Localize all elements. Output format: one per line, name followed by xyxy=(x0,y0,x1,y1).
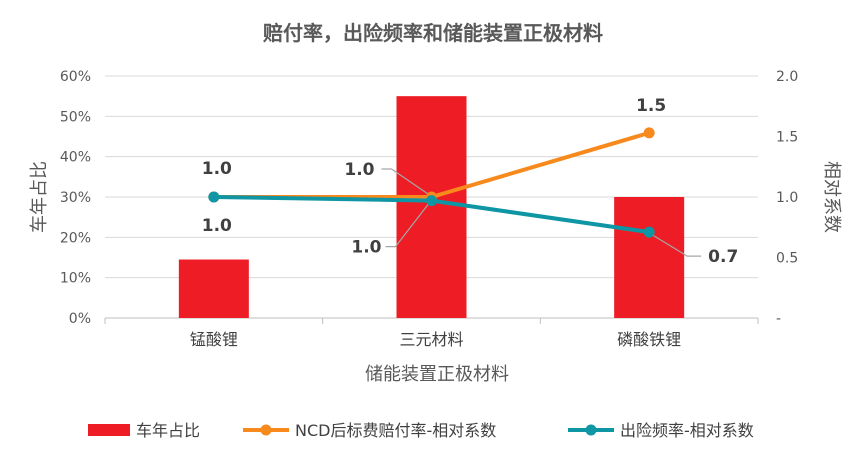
data-label: 1.0 xyxy=(202,216,232,236)
bar xyxy=(396,96,467,319)
series-point xyxy=(208,191,220,203)
legend-label: 出险频率-相对系数 xyxy=(620,421,754,440)
line-series xyxy=(208,127,655,238)
legend-label: 车年占比 xyxy=(136,421,200,440)
y2-tick-label: 0.5 xyxy=(776,251,798,267)
data-label: 1.5 xyxy=(636,96,666,116)
x-category-label: 磷酸铁锂 xyxy=(617,330,681,349)
legend: 车年占比 NCD后标费赔付率-相对系数 出险频率-相对系数 xyxy=(88,421,754,440)
legend-label: NCD后标费赔付率-相对系数 xyxy=(295,421,496,440)
legend-marker xyxy=(260,424,272,436)
x-category-label: 锰酸锂 xyxy=(190,330,238,349)
y-tick-label: 50% xyxy=(60,109,91,125)
leader-line xyxy=(385,202,430,248)
y-axis-left-ticks: 0% 10% 20% 30% 40% 50% 60% xyxy=(60,69,91,327)
y2-tick-label: 1.5 xyxy=(776,130,798,146)
bar xyxy=(178,259,249,318)
data-label: 1.0 xyxy=(351,238,381,258)
y2-tick-label: 1.0 xyxy=(776,190,798,206)
bar xyxy=(614,197,685,318)
leader-line xyxy=(381,168,430,196)
y-axis-right-ticks: - 0.5 1.0 1.5 2.0 xyxy=(776,69,798,327)
y2-tick-label: 2.0 xyxy=(776,69,798,85)
y-tick-label: 60% xyxy=(60,69,91,85)
y2-tick-label: - xyxy=(776,311,781,327)
y-tick-label: 0% xyxy=(69,311,91,327)
y-tick-label: 20% xyxy=(60,230,91,246)
series-point xyxy=(643,226,655,238)
leader-line xyxy=(650,233,702,257)
label-leader-lines xyxy=(381,168,702,257)
y-axis-left-title: 车年占比 xyxy=(29,161,50,233)
bar-series xyxy=(178,96,685,319)
x-axis-categories: 锰酸锂 三元材料 磷酸铁锂 xyxy=(190,330,681,349)
y-tick-label: 30% xyxy=(60,190,91,206)
data-label: 0.7 xyxy=(708,247,738,267)
x-axis-title: 储能装置正极材料 xyxy=(365,364,509,385)
chart-title: 赔付率，出险频率和储能装置正极材料 xyxy=(263,21,603,45)
data-label: 1.0 xyxy=(202,159,232,179)
series-point xyxy=(426,195,437,207)
y-tick-label: 10% xyxy=(60,271,91,287)
legend-swatch xyxy=(88,424,130,436)
y-tick-label: 40% xyxy=(60,150,91,166)
x-category-label: 三元材料 xyxy=(399,330,463,349)
data-label: 1.0 xyxy=(344,160,374,180)
legend-marker xyxy=(585,424,597,436)
y-axis-right-title: 相对系数 xyxy=(821,161,842,233)
series-point xyxy=(643,127,655,139)
data-labels: 1.0 1.0 1.0 1.0 1.5 0.7 xyxy=(202,96,739,267)
